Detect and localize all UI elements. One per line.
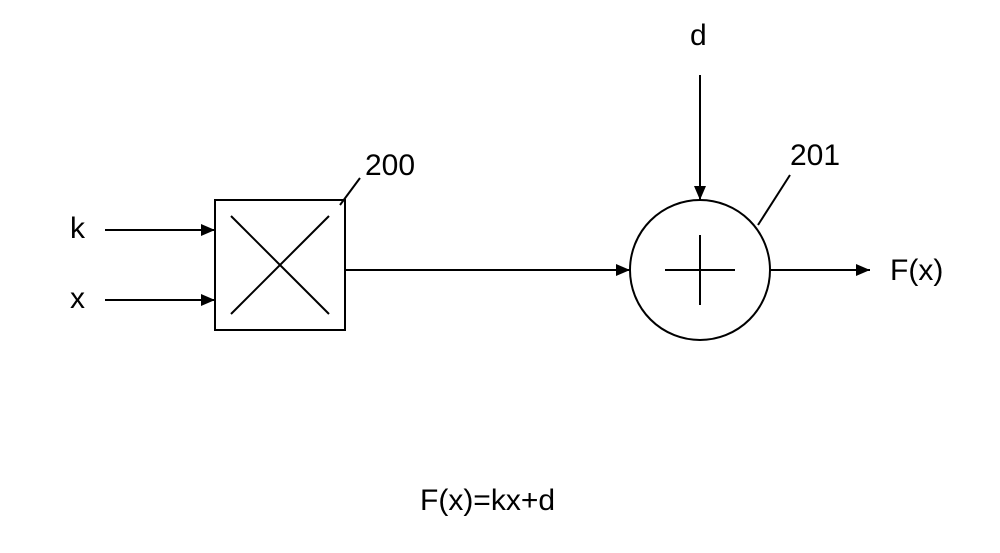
adder-ref-label: 201 (790, 139, 840, 172)
adder-block (630, 175, 790, 340)
input-k-label: k (70, 212, 86, 245)
output-label: F(x) (890, 254, 943, 287)
mul-to-add-arrow (345, 264, 630, 276)
input-d-label: d (690, 19, 707, 52)
multiplier-block (215, 178, 360, 330)
input-k-arrow (105, 224, 215, 236)
input-x-label: x (70, 282, 85, 315)
equation-text: F(x)=kx+d (420, 484, 555, 517)
output-arrow (770, 264, 870, 276)
multiplier-ref-label: 200 (365, 149, 415, 182)
input-d-arrow (694, 75, 706, 200)
input-x-arrow (105, 294, 215, 306)
